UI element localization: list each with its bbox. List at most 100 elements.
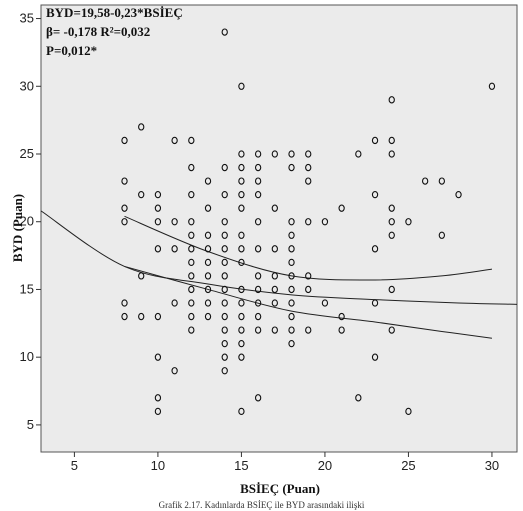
data-point: [305, 177, 312, 185]
x-tick-label: 20: [318, 458, 332, 473]
data-point: [238, 190, 245, 199]
data-point: [238, 245, 245, 253]
data-point: [421, 177, 429, 185]
data-point: [288, 272, 295, 280]
data-point: [254, 150, 262, 158]
data-point: [371, 299, 379, 307]
data-point: [355, 150, 362, 158]
data-point: [138, 190, 145, 199]
data-point: [188, 136, 195, 145]
data-point: [204, 258, 212, 267]
data-point: [204, 285, 212, 294]
data-point: [271, 204, 278, 212]
plot-background: [40, 4, 518, 453]
data-point: [221, 190, 228, 199]
data-point: [188, 299, 195, 307]
data-point: [238, 204, 245, 212]
data-point: [288, 339, 295, 348]
data-point: [204, 272, 212, 280]
x-tick-label: 30: [485, 458, 499, 473]
x-tick-label: 5: [71, 458, 78, 473]
data-point: [388, 326, 395, 334]
data-point: [371, 190, 379, 199]
data-point: [254, 163, 262, 172]
data-point: [154, 245, 162, 253]
annotation-equation: BYD=19,58-0,23*BSİEÇ: [46, 5, 183, 20]
fit-curve: [40, 210, 518, 305]
data-point: [271, 272, 278, 280]
data-point: [188, 163, 195, 172]
data-point: [271, 326, 278, 334]
x-tick-label: 25: [401, 458, 415, 473]
data-point: [188, 245, 195, 253]
data-point: [221, 231, 228, 239]
regression-curves: [40, 210, 518, 339]
data-point: [238, 407, 245, 416]
data-points: [121, 28, 496, 416]
y-tick-label: 25: [20, 146, 34, 161]
data-point: [138, 312, 145, 321]
data-point: [238, 353, 245, 361]
y-tick-label: 30: [20, 78, 34, 93]
data-point: [254, 299, 262, 307]
annotation-beta-r2: β= -0,178 R²=0,032: [46, 24, 150, 39]
data-point: [338, 312, 345, 321]
x-tick-label: 15: [234, 458, 248, 473]
data-point: [288, 218, 295, 226]
data-point: [221, 28, 228, 36]
data-point: [238, 312, 245, 321]
data-point: [338, 204, 345, 212]
data-point: [221, 258, 228, 267]
data-point: [305, 218, 312, 226]
data-point: [288, 285, 295, 294]
data-point: [204, 177, 212, 185]
data-point: [238, 339, 245, 348]
data-point: [288, 299, 295, 307]
data-point: [254, 190, 262, 199]
data-point: [204, 312, 212, 321]
data-point: [221, 163, 228, 172]
data-point: [171, 367, 178, 375]
data-point: [288, 231, 295, 239]
data-point: [254, 177, 262, 185]
data-point: [238, 163, 245, 172]
data-point: [254, 326, 262, 334]
upper-confidence-band: [124, 215, 493, 281]
data-point: [204, 231, 212, 239]
data-point: [271, 299, 278, 307]
data-point: [188, 218, 195, 226]
data-point: [238, 177, 245, 185]
figure-caption: Grafik 2.17. Kadınlarda BSİEÇ ile BYD ar…: [158, 500, 365, 510]
data-point: [254, 312, 262, 321]
data-point: [204, 299, 212, 307]
y-tick-label: 20: [20, 214, 34, 229]
data-point: [221, 339, 228, 348]
data-point: [221, 367, 228, 375]
data-point: [171, 299, 178, 307]
data-point: [188, 231, 195, 239]
data-point: [288, 245, 295, 253]
data-point: [154, 407, 162, 416]
data-point: [254, 245, 262, 253]
data-point: [254, 218, 262, 226]
axis-ticks: 5 10 15 20 25 30 5 10 15 20 25 30 35: [20, 11, 500, 473]
data-point: [221, 245, 228, 253]
data-point: [121, 218, 128, 226]
data-point: [188, 326, 195, 334]
data-point: [271, 285, 278, 294]
data-point: [121, 312, 128, 321]
data-point: [271, 150, 278, 158]
data-point: [305, 150, 312, 158]
data-point: [154, 312, 162, 321]
data-point: [188, 312, 195, 321]
data-point: [238, 258, 245, 267]
data-point: [371, 136, 379, 145]
data-point: [154, 190, 162, 199]
data-point: [221, 285, 228, 294]
data-point: [171, 218, 178, 226]
data-point: [171, 245, 178, 253]
data-point: [388, 150, 395, 158]
data-point: [121, 136, 128, 145]
lower-confidence-band: [124, 265, 493, 339]
data-point: [388, 218, 395, 226]
